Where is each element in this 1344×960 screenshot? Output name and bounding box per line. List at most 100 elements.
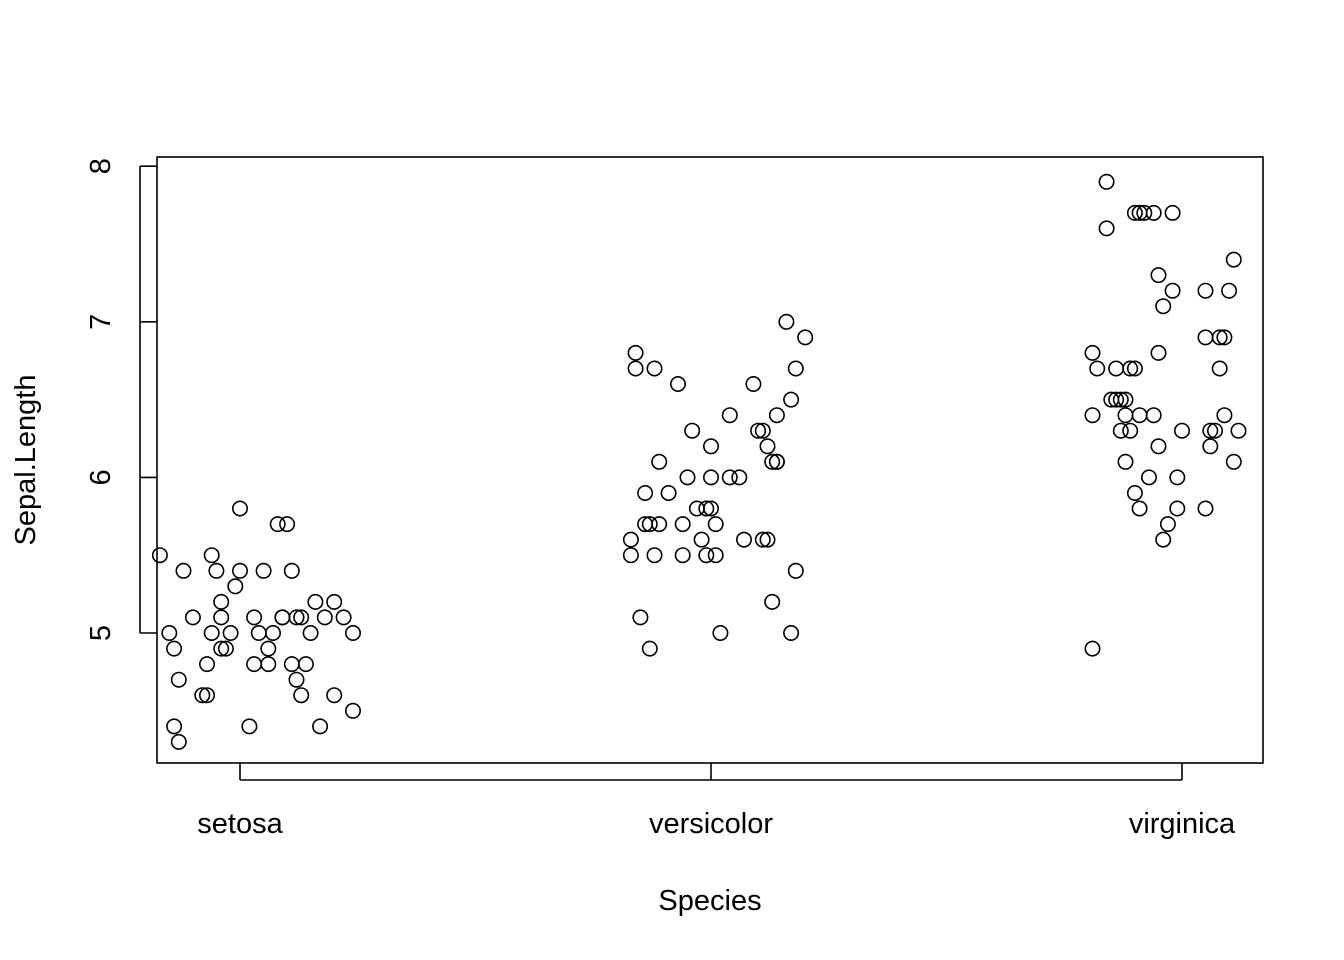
data-point-versicolor [797, 329, 814, 346]
data-point-virginica [1150, 344, 1167, 361]
data-point-setosa [208, 562, 225, 579]
data-point-virginica [1112, 391, 1129, 408]
data-point-virginica [1108, 391, 1125, 408]
data-point-versicolor [660, 484, 677, 501]
data-point-versicolor [641, 640, 658, 657]
data-point-versicolor [759, 531, 776, 548]
data-point-virginica [1141, 469, 1158, 486]
data-point-versicolor [698, 547, 715, 564]
data-point-virginica [1084, 640, 1101, 657]
data-point-setosa [241, 718, 258, 735]
data-point-virginica [1164, 204, 1181, 221]
data-point-setosa [279, 516, 296, 533]
data-point-versicolor [787, 360, 804, 377]
data-point-setosa [260, 656, 277, 673]
data-point-versicolor [750, 422, 767, 439]
data-point-setosa [151, 547, 168, 564]
data-point-setosa [213, 593, 230, 610]
data-point-setosa [199, 656, 216, 673]
data-point-versicolor [651, 516, 668, 533]
data-point-virginica [1211, 329, 1228, 346]
data-point-versicolor [622, 547, 639, 564]
data-point-setosa [161, 624, 178, 641]
data-point-virginica [1117, 453, 1134, 470]
data-point-setosa [344, 702, 361, 719]
data-point-versicolor [783, 391, 800, 408]
data-point-virginica [1131, 407, 1148, 424]
data-point-setosa [283, 562, 300, 579]
data-point-versicolor [712, 624, 729, 641]
data-point-virginica [1225, 453, 1242, 470]
data-point-setosa [316, 609, 333, 626]
data-points [151, 173, 1247, 750]
data-point-virginica [1202, 422, 1219, 439]
data-point-versicolor [735, 531, 752, 548]
data-point-versicolor [778, 313, 795, 330]
data-point-setosa [166, 718, 183, 735]
data-point-setosa [222, 624, 239, 641]
data-point-versicolor [669, 375, 686, 392]
data-point-setosa [203, 547, 220, 564]
y-axis: 5 6 7 8 [85, 158, 157, 641]
y-tick-label: 5 [85, 625, 117, 641]
data-point-virginica [1174, 422, 1191, 439]
data-point-virginica [1216, 407, 1233, 424]
data-point-virginica [1150, 438, 1167, 455]
y-tick-label: 7 [85, 314, 117, 330]
data-point-setosa [269, 516, 286, 533]
data-point-setosa [184, 609, 201, 626]
data-point-versicolor [783, 624, 800, 641]
data-point-virginica [1169, 500, 1186, 517]
data-point-versicolor [768, 453, 785, 470]
data-point-setosa [307, 593, 324, 610]
data-point-versicolor [745, 375, 762, 392]
data-point-versicolor [627, 360, 644, 377]
data-point-virginica [1131, 500, 1148, 517]
data-point-setosa [250, 624, 267, 641]
data-point-setosa [293, 687, 310, 704]
data-point-setosa [227, 578, 244, 595]
data-point-versicolor [707, 516, 724, 533]
data-point-virginica [1155, 531, 1172, 548]
data-point-virginica [1117, 391, 1134, 408]
data-point-virginica [1098, 220, 1115, 237]
data-point-setosa [213, 640, 230, 657]
data-point-virginica [1136, 204, 1153, 221]
data-point-setosa [232, 562, 249, 579]
data-point-virginica [1117, 407, 1134, 424]
data-point-virginica [1108, 360, 1125, 377]
data-point-setosa [326, 593, 343, 610]
x-axis-title: Species [658, 885, 761, 917]
data-point-setosa [255, 562, 272, 579]
data-point-virginica [1126, 360, 1143, 377]
data-point-versicolor [627, 344, 644, 361]
data-point-versicolor [764, 453, 781, 470]
data-point-versicolor [702, 438, 719, 455]
data-point-setosa [199, 687, 216, 704]
data-point-versicolor [674, 516, 691, 533]
data-point-virginica [1197, 282, 1214, 299]
data-point-virginica [1230, 422, 1247, 439]
data-point-setosa [260, 640, 277, 657]
data-point-setosa [213, 609, 230, 626]
data-point-versicolor [787, 562, 804, 579]
data-point-virginica [1197, 329, 1214, 346]
y-axis-title: Sepal.Length [10, 375, 42, 546]
data-point-versicolor [646, 360, 663, 377]
data-point-versicolor [754, 531, 771, 548]
data-point-versicolor [632, 609, 649, 626]
data-point-versicolor [731, 469, 748, 486]
x-axis: setosa versicolor virginica [197, 763, 1236, 840]
y-tick-label: 6 [85, 469, 117, 485]
data-point-setosa [194, 687, 211, 704]
data-point-setosa [293, 609, 310, 626]
data-point-versicolor [674, 547, 691, 564]
y-tick-label: 8 [85, 158, 117, 174]
data-point-virginica [1145, 204, 1162, 221]
data-point-setosa [246, 609, 263, 626]
data-point-setosa [170, 733, 187, 750]
data-point-virginica [1202, 438, 1219, 455]
data-point-versicolor [641, 516, 658, 533]
data-point-virginica [1150, 267, 1167, 284]
data-point-versicolor [622, 531, 639, 548]
